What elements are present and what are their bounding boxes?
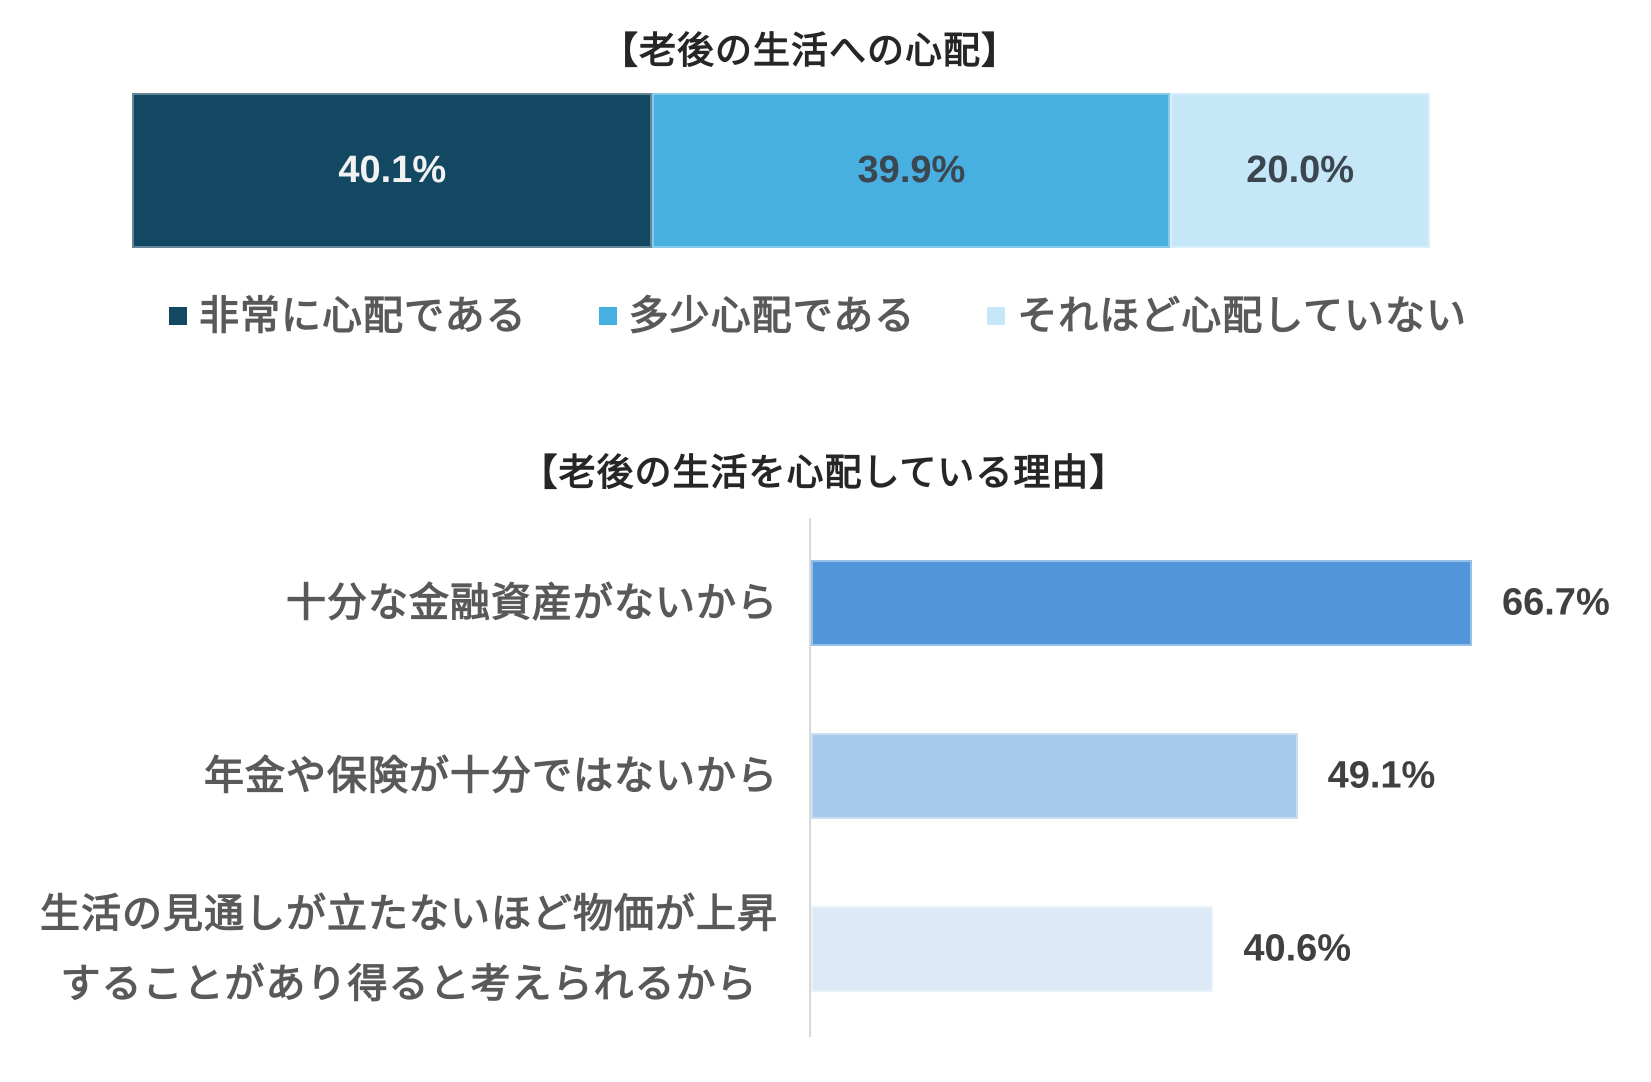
- legend-swatch: [987, 307, 1006, 325]
- stacked-bar: 40.1% 39.9% 20.0%: [132, 93, 1430, 248]
- bar-data-label: 66.7%: [1501, 581, 1610, 624]
- category-label: 十分な金融資産がないから: [286, 580, 778, 626]
- legend-label: それほど心配していない: [1017, 293, 1468, 339]
- bar-data-label: 49.1%: [1327, 754, 1436, 797]
- bar: [811, 906, 1214, 992]
- legend-swatch: [169, 307, 187, 325]
- legend-label: 非常に心配である: [199, 293, 527, 339]
- bar: [811, 733, 1298, 819]
- segment-data-label: 39.9%: [857, 149, 966, 191]
- category-axis-line: [809, 518, 811, 1037]
- stacked-bar-segment: 40.1%: [132, 93, 653, 248]
- bar: [811, 560, 1472, 646]
- stacked-bar-segment: 39.9%: [652, 93, 1171, 248]
- bar-data-label: 40.6%: [1243, 927, 1352, 970]
- legend-item: 非常に心配である: [169, 294, 527, 338]
- category-label: 生活の見通しが立たないほど物価が上昇 することがあり得ると考えられるから: [40, 891, 778, 1007]
- legend-label: 多少心配である: [628, 293, 916, 339]
- stacked-bar-segment: 20.0%: [1170, 93, 1430, 248]
- legend-swatch: [598, 307, 617, 325]
- legend: 非常に心配である 多少心配である それほど心配していない: [169, 294, 1467, 338]
- chart-title: 【老後の生活への心配】: [601, 29, 1019, 72]
- segment-data-label: 20.0%: [1246, 149, 1355, 191]
- segment-data-label: 40.1%: [338, 149, 447, 191]
- category-label: 年金や保険が十分ではないから: [204, 753, 778, 799]
- chart-title: 【老後の生活を心配している理由】: [520, 451, 1128, 494]
- legend-item: それほど心配していない: [987, 294, 1467, 338]
- legend-item: 多少心配である: [598, 293, 916, 339]
